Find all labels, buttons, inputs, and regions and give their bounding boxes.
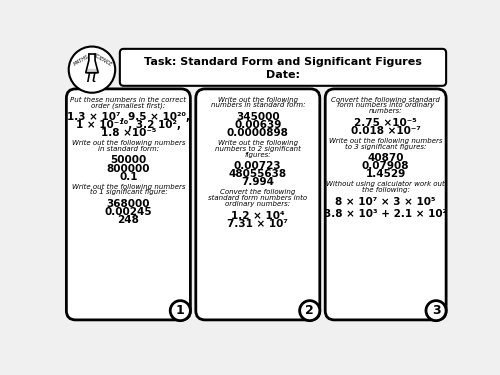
Text: 7.994: 7.994: [242, 177, 274, 188]
Circle shape: [68, 46, 115, 93]
FancyBboxPatch shape: [120, 49, 446, 86]
Text: 8 × 10⁷ × 3 × 10⁵: 8 × 10⁷ × 3 × 10⁵: [336, 197, 436, 207]
Text: Write out the following: Write out the following: [218, 140, 298, 146]
FancyBboxPatch shape: [325, 89, 446, 320]
Circle shape: [426, 301, 446, 321]
Text: 40870: 40870: [368, 153, 404, 163]
Text: 248: 248: [118, 215, 140, 225]
Text: Write out the following: Write out the following: [218, 97, 298, 103]
Text: 1.4529: 1.4529: [366, 170, 406, 179]
Text: 0.07908: 0.07908: [362, 161, 410, 171]
Text: MATHS: MATHS: [72, 54, 90, 67]
FancyBboxPatch shape: [196, 89, 320, 320]
Text: 7.31 × 10⁷: 7.31 × 10⁷: [228, 219, 288, 229]
Text: figures:: figures:: [244, 152, 271, 157]
Text: Write out the following numbers: Write out the following numbers: [72, 184, 185, 190]
Text: Task: Standard Form and Significant Figures: Task: Standard Form and Significant Figu…: [144, 57, 422, 67]
Text: the following:: the following:: [362, 187, 410, 193]
Text: 800000: 800000: [106, 164, 150, 174]
Text: numbers:: numbers:: [369, 108, 402, 114]
Text: 1.8 ×10⁻⁵: 1.8 ×10⁻⁵: [100, 128, 156, 138]
Text: 0.018 ×10⁻⁷: 0.018 ×10⁻⁷: [350, 126, 420, 136]
Text: Convert the following: Convert the following: [220, 189, 296, 195]
Circle shape: [300, 301, 320, 321]
Text: 2.75 ×10⁻⁵: 2.75 ×10⁻⁵: [354, 118, 417, 128]
Text: 50000: 50000: [110, 156, 146, 165]
FancyBboxPatch shape: [66, 89, 190, 320]
Text: $\pi$: $\pi$: [86, 68, 98, 86]
Text: Write out the following numbers: Write out the following numbers: [72, 140, 185, 146]
Text: Convert the following standard: Convert the following standard: [331, 97, 440, 103]
Text: 1.3 × 10⁷, 9.5 × 10²⁰,: 1.3 × 10⁷, 9.5 × 10²⁰,: [67, 112, 190, 122]
Text: in standard form:: in standard form:: [98, 146, 159, 152]
Text: form numbers into ordinary: form numbers into ordinary: [337, 102, 434, 108]
Text: Date:: Date:: [266, 70, 300, 80]
Text: to 3 significant figures:: to 3 significant figures:: [345, 144, 426, 150]
Text: 1: 1: [176, 304, 184, 317]
Text: numbers in standard form:: numbers in standard form:: [210, 102, 305, 108]
Text: 0.00245: 0.00245: [104, 207, 152, 217]
Text: Put these numbers in the correct: Put these numbers in the correct: [70, 97, 186, 103]
Text: standard form numbers into: standard form numbers into: [208, 195, 308, 201]
Circle shape: [170, 301, 190, 321]
Text: Without using calculator work out: Without using calculator work out: [326, 181, 445, 188]
Text: order (smallest first):: order (smallest first):: [91, 102, 166, 109]
Text: 1.2 × 10⁴: 1.2 × 10⁴: [231, 210, 284, 220]
Text: numbers to 2 significant: numbers to 2 significant: [215, 146, 300, 152]
Text: 0.1: 0.1: [119, 172, 138, 182]
Text: SCIENCE: SCIENCE: [92, 53, 114, 68]
Text: ordinary numbers:: ordinary numbers:: [225, 201, 290, 207]
Text: 1 × 10⁻¹⁰, 3.2 10²,: 1 × 10⁻¹⁰, 3.2 10²,: [76, 120, 181, 130]
Text: 2: 2: [306, 304, 314, 317]
Text: 48055638: 48055638: [228, 170, 287, 179]
Text: Write out the following numbers: Write out the following numbers: [329, 138, 442, 144]
Text: 3: 3: [432, 304, 440, 317]
Text: to 1 significant figure:: to 1 significant figure:: [90, 189, 167, 195]
Text: 0.00723: 0.00723: [234, 161, 281, 171]
Text: 0.0000898: 0.0000898: [227, 128, 288, 138]
Text: 368000: 368000: [106, 199, 150, 209]
Text: 345000: 345000: [236, 112, 280, 122]
Text: 3.8 × 10³ + 2.1 × 10²: 3.8 × 10³ + 2.1 × 10²: [324, 209, 447, 219]
Text: 0.00639: 0.00639: [234, 120, 281, 130]
